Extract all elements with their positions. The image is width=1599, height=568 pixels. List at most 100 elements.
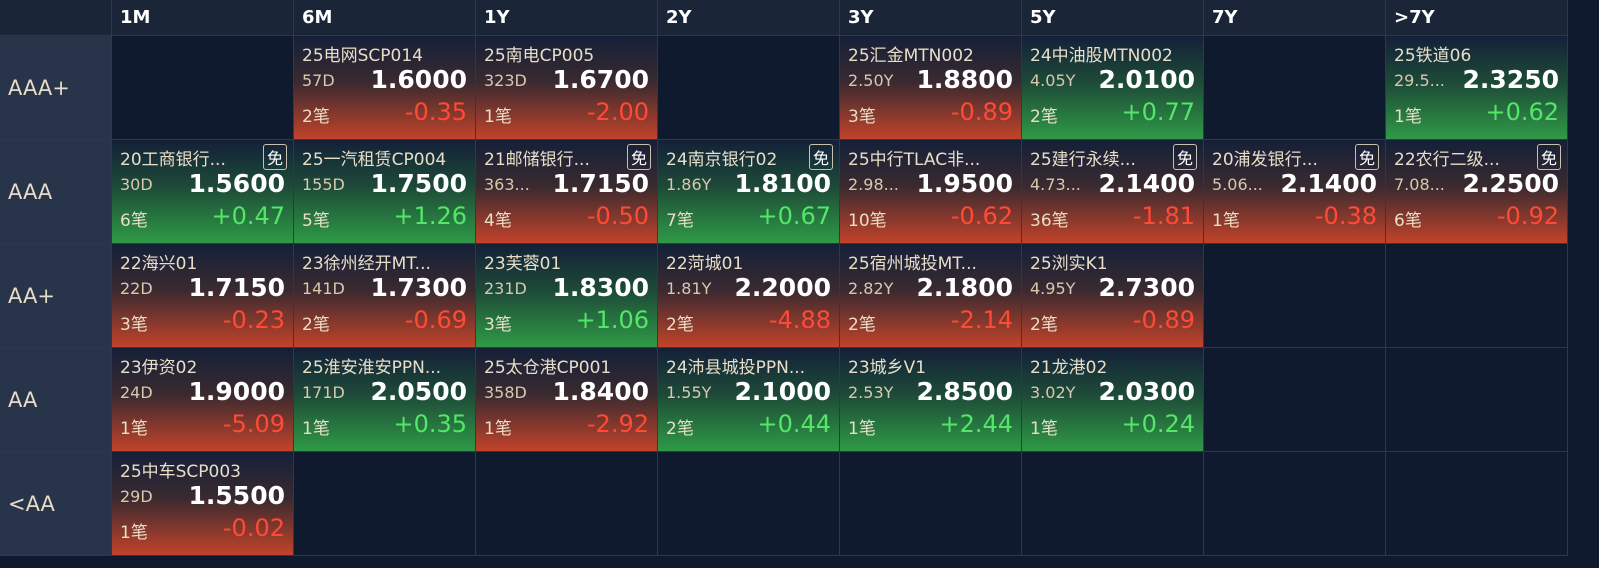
term: 2.82Y bbox=[848, 279, 894, 298]
bond-cell[interactable]: 25南电CP005 323D 1.6700 1笔 -2.00 bbox=[476, 36, 657, 139]
bond-cell[interactable]: 23城乡V1 2.53Y 2.8500 1笔 +2.44 bbox=[840, 348, 1021, 451]
change: -0.35 bbox=[404, 98, 467, 126]
bond-cell[interactable]: 25汇金MTN002 2.50Y 1.8800 3笔 -0.89 bbox=[840, 36, 1021, 139]
column-header: 7Y bbox=[1204, 0, 1385, 35]
yield: 1.7150 bbox=[188, 273, 285, 302]
yield: 2.3250 bbox=[1462, 65, 1559, 94]
trade-count: 36笔 bbox=[1030, 211, 1069, 231]
tax-tag: 免 bbox=[262, 144, 287, 170]
yield: 2.1800 bbox=[916, 273, 1013, 302]
trade-count: 3笔 bbox=[484, 315, 512, 335]
change: -4.88 bbox=[768, 306, 831, 334]
term: 171D bbox=[302, 383, 345, 402]
change: +0.77 bbox=[1121, 98, 1195, 126]
trade-count: 1笔 bbox=[1030, 419, 1058, 439]
bond-name: 25建行永续... bbox=[1030, 150, 1136, 170]
bond-cell[interactable]: 25淮安淮安PPN... 171D 2.0500 1笔 +0.35 bbox=[294, 348, 475, 451]
yield: 2.8500 bbox=[916, 377, 1013, 406]
trade-count: 1笔 bbox=[1212, 211, 1240, 231]
yield: 1.8400 bbox=[552, 377, 649, 406]
bond-cell[interactable]: 21龙港02 3.02Y 2.0300 1笔 +0.24 bbox=[1022, 348, 1203, 451]
bond-cell[interactable]: 25建行永续... 免 4.73... 2.1400 36笔 -1.81 bbox=[1022, 140, 1203, 243]
trade-count: 1笔 bbox=[120, 419, 148, 439]
bond-cell[interactable]: 22菏城01 1.81Y 2.2000 2笔 -4.88 bbox=[658, 244, 839, 347]
column-header: 1M bbox=[112, 0, 293, 35]
column-header: 6M bbox=[294, 0, 475, 35]
trade-count: 3笔 bbox=[120, 315, 148, 335]
trade-count: 4笔 bbox=[484, 211, 512, 231]
bond-cell[interactable]: 25浏实K1 4.95Y 2.7300 2笔 -0.89 bbox=[1022, 244, 1203, 347]
bond-name: 20浦发银行... bbox=[1212, 150, 1318, 170]
term: 57D bbox=[302, 71, 335, 90]
change: -2.92 bbox=[586, 410, 649, 438]
bond-cell[interactable]: 23芙蓉01 231D 1.8300 3笔 +1.06 bbox=[476, 244, 657, 347]
trade-count: 2笔 bbox=[302, 315, 330, 335]
bond-cell[interactable]: 25中车SCP003 29D 1.5500 1笔 -0.02 bbox=[112, 452, 293, 555]
term: 1.81Y bbox=[666, 279, 712, 298]
yield: 2.1000 bbox=[734, 377, 831, 406]
term: 3.02Y bbox=[1030, 383, 1076, 402]
trade-count: 2笔 bbox=[848, 315, 876, 335]
empty-cell bbox=[658, 452, 839, 555]
yield: 1.6000 bbox=[370, 65, 467, 94]
bond-cell[interactable]: 22海兴01 22D 1.7150 3笔 -0.23 bbox=[112, 244, 293, 347]
change: -0.89 bbox=[950, 98, 1013, 126]
yield: 1.7300 bbox=[370, 273, 467, 302]
bond-name: 21邮储银行... bbox=[484, 150, 590, 170]
yield: 2.2500 bbox=[1462, 169, 1559, 198]
change: -0.69 bbox=[404, 306, 467, 334]
term: 29D bbox=[120, 487, 153, 506]
bond-cell[interactable]: 25铁道06 29.5... 2.3250 1笔 +0.62 bbox=[1386, 36, 1567, 139]
trade-count: 6笔 bbox=[1394, 211, 1422, 231]
bond-cell[interactable]: 20浦发银行... 免 5.06... 2.1400 1笔 -0.38 bbox=[1204, 140, 1385, 243]
trade-count: 10笔 bbox=[848, 211, 887, 231]
term: 1.86Y bbox=[666, 175, 712, 194]
trade-count: 7笔 bbox=[666, 211, 694, 231]
bond-name: 25太仓港CP001 bbox=[484, 358, 612, 378]
change: +0.35 bbox=[393, 410, 467, 438]
change: -0.50 bbox=[586, 202, 649, 230]
term: 231D bbox=[484, 279, 527, 298]
trade-count: 1笔 bbox=[484, 419, 512, 439]
bond-cell[interactable]: 20工商银行... 免 30D 1.5600 6笔 +0.47 bbox=[112, 140, 293, 243]
bond-cell[interactable]: 22农行二级... 免 7.08... 2.2500 6笔 -0.92 bbox=[1386, 140, 1567, 243]
tax-tag: 免 bbox=[808, 144, 833, 170]
bond-cell[interactable]: 25宿州城投MT... 2.82Y 2.1800 2笔 -2.14 bbox=[840, 244, 1021, 347]
empty-cell bbox=[1204, 244, 1385, 347]
bond-name: 24沛县城投PPN... bbox=[666, 358, 806, 378]
bond-name: 22海兴01 bbox=[120, 254, 198, 274]
bond-cell[interactable]: 25太仓港CP001 358D 1.8400 1笔 -2.92 bbox=[476, 348, 657, 451]
change: -0.92 bbox=[1496, 202, 1559, 230]
bond-cell[interactable]: 23徐州经开MT... 141D 1.7300 2笔 -0.69 bbox=[294, 244, 475, 347]
row-label: <AA bbox=[0, 452, 111, 555]
column-header: 5Y bbox=[1022, 0, 1203, 35]
change: +0.24 bbox=[1121, 410, 1195, 438]
term: 141D bbox=[302, 279, 345, 298]
bond-cell[interactable]: 25中行TLAC非... 2.98... 1.9500 10笔 -0.62 bbox=[840, 140, 1021, 243]
trade-count: 2笔 bbox=[302, 107, 330, 127]
trade-count: 1笔 bbox=[1394, 107, 1422, 127]
change: -2.00 bbox=[586, 98, 649, 126]
empty-cell bbox=[1204, 36, 1385, 139]
bond-name: 25电网SCP014 bbox=[302, 46, 423, 66]
empty-cell bbox=[1022, 452, 1203, 555]
trade-count: 5笔 bbox=[302, 211, 330, 231]
term: 155D bbox=[302, 175, 345, 194]
term: 4.05Y bbox=[1030, 71, 1076, 90]
bond-cell[interactable]: 24沛县城投PPN... 1.55Y 2.1000 2笔 +0.44 bbox=[658, 348, 839, 451]
bond-cell[interactable]: 21邮储银行... 免 363... 1.7150 4笔 -0.50 bbox=[476, 140, 657, 243]
trade-count: 6笔 bbox=[120, 211, 148, 231]
bond-cell[interactable]: 25电网SCP014 57D 1.6000 2笔 -0.35 bbox=[294, 36, 475, 139]
bond-name: 22菏城01 bbox=[666, 254, 744, 274]
change: -0.38 bbox=[1314, 202, 1377, 230]
yield: 2.1400 bbox=[1280, 169, 1377, 198]
bond-cell[interactable]: 25一汽租赁CP004 155D 1.7500 5笔 +1.26 bbox=[294, 140, 475, 243]
yield: 2.1400 bbox=[1098, 169, 1195, 198]
bond-cell[interactable]: 24中油股MTN002 4.05Y 2.0100 2笔 +0.77 bbox=[1022, 36, 1203, 139]
bond-name: 23芙蓉01 bbox=[484, 254, 562, 274]
bond-name: 25南电CP005 bbox=[484, 46, 595, 66]
bond-cell[interactable]: 23伊资02 24D 1.9000 1笔 -5.09 bbox=[112, 348, 293, 451]
yield: 1.7500 bbox=[370, 169, 467, 198]
empty-cell bbox=[1204, 348, 1385, 451]
bond-cell[interactable]: 24南京银行02 免 1.86Y 1.8100 7笔 +0.67 bbox=[658, 140, 839, 243]
